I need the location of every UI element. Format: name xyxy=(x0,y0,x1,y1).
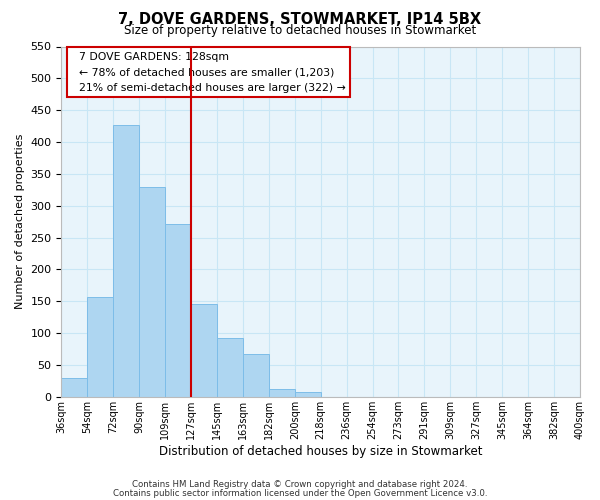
Bar xyxy=(139,188,165,397)
Bar xyxy=(269,388,295,397)
Text: Size of property relative to detached houses in Stowmarket: Size of property relative to detached ho… xyxy=(124,24,476,37)
Text: 7 DOVE GARDENS: 128sqm
  ← 78% of detached houses are smaller (1,203)
  21% of s: 7 DOVE GARDENS: 128sqm ← 78% of detached… xyxy=(72,52,346,93)
Bar xyxy=(165,224,191,397)
Bar xyxy=(217,338,243,397)
Bar xyxy=(61,378,88,397)
Text: 7, DOVE GARDENS, STOWMARKET, IP14 5BX: 7, DOVE GARDENS, STOWMARKET, IP14 5BX xyxy=(118,12,482,28)
Bar xyxy=(113,125,139,397)
Bar xyxy=(88,297,113,397)
Y-axis label: Number of detached properties: Number of detached properties xyxy=(15,134,25,310)
Text: Contains HM Land Registry data © Crown copyright and database right 2024.: Contains HM Land Registry data © Crown c… xyxy=(132,480,468,489)
X-axis label: Distribution of detached houses by size in Stowmarket: Distribution of detached houses by size … xyxy=(159,444,482,458)
Text: Contains public sector information licensed under the Open Government Licence v3: Contains public sector information licen… xyxy=(113,488,487,498)
Bar xyxy=(191,304,217,397)
Bar xyxy=(243,354,269,397)
Bar xyxy=(295,392,321,397)
